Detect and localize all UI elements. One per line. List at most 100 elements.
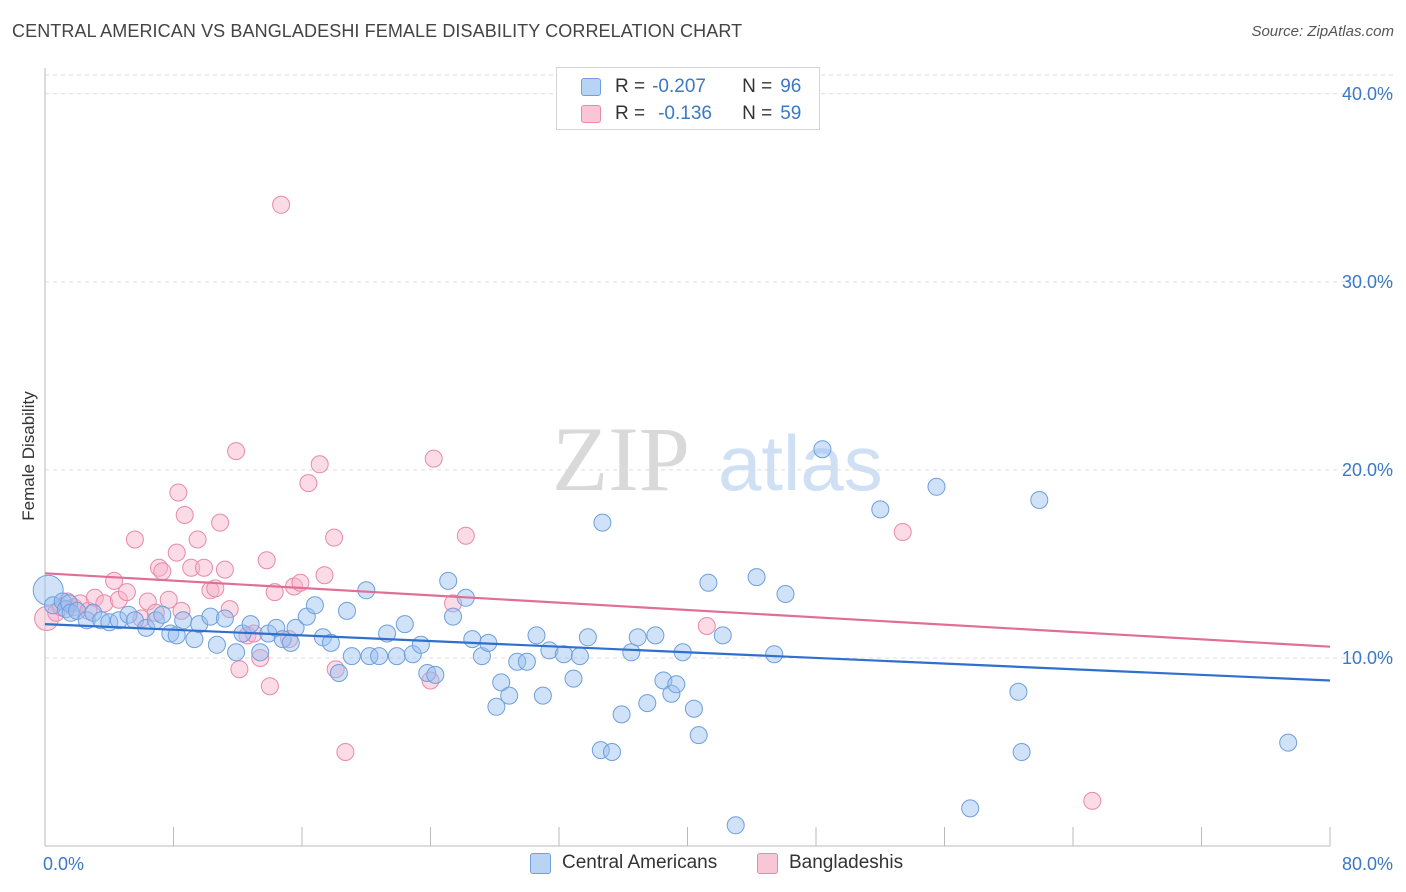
point-central-americans [286,618,305,637]
point-bangladeshis [211,513,230,532]
series-legend: Central Americans Bangladeshis [0,850,1406,878]
point-central-americans [603,743,621,761]
point-central-americans [463,630,482,649]
point-central-americans [338,601,356,620]
point-central-americans [190,615,209,634]
legend-item-bangladeshis[interactable]: Bangladeshis [757,852,903,874]
point-central-americans [329,664,348,682]
point-bangladeshis [336,743,355,761]
chart-title: CENTRAL AMERICAN VS BANGLADESHI FEMALE D… [12,21,743,41]
point-bangladeshis [893,523,912,541]
watermark: ZIP atlas [552,408,883,510]
data-points [32,195,1298,835]
point-central-americans [109,611,128,630]
point-central-americans [713,626,732,645]
point-central-americans [305,596,324,615]
point-central-americans [251,643,270,662]
trend-line-bangladeshis [44,572,1331,648]
point-central-americans [628,628,647,647]
point-central-americans [578,628,597,647]
point-central-americans [281,633,300,652]
swatch-blue [581,78,601,96]
point-central-americans [517,652,536,671]
legend-n-value: 59 [780,103,802,124]
point-bangladeshis [175,506,194,524]
point-bangladeshis [299,474,318,493]
legend-r-value: -0.136 [658,103,712,124]
point-central-americans [207,635,226,654]
point-bangladeshis [85,588,104,607]
point-bangladeshis [195,558,213,577]
point-central-americans [444,607,462,626]
swatch-pink [581,105,601,123]
point-central-americans [747,568,766,587]
point-bangladeshis [169,483,188,502]
point-central-americans [591,741,610,760]
legend-n-label: N = [742,76,773,97]
point-central-americans [61,603,80,622]
point-central-americans [185,630,204,649]
trend-line-central-americans [44,623,1331,682]
point-central-americans [533,686,552,705]
point-bangladeshis [697,617,716,635]
legend-label: Central Americans [562,852,718,873]
legend-n-value: 96 [780,76,802,97]
point-central-americans [684,699,703,718]
swatch-pink [757,852,778,874]
legend-row-central-americans: R = -0.207 N = 96 [581,74,801,100]
point-central-americans [77,611,96,630]
point-bangladeshis [146,603,165,622]
point-bangladeshis [172,601,191,620]
point-central-americans [153,605,172,624]
x-tick-labels: 0.0% 80.0% [43,854,1393,874]
point-central-americans [1279,733,1298,752]
point-bangladeshis [265,583,284,602]
point-central-americans [201,607,220,626]
point-central-americans [689,726,708,745]
watermark-atlas: atlas [718,419,883,507]
point-central-americans [439,571,458,590]
point-bangladeshis [230,660,249,679]
point-central-americans [370,647,389,666]
point-central-americans [426,665,445,684]
y-tick-label: 10.0% [1342,648,1393,668]
point-central-americans [32,574,64,606]
y-tick-label: 20.0% [1342,460,1393,480]
grid-lines [45,74,1395,659]
y-tick-label: 40.0% [1342,84,1393,104]
point-bangladeshis [188,530,207,549]
point-bangladeshis [153,562,172,581]
point-central-americans [927,477,946,496]
point-bangladeshis [325,528,344,547]
point-bangladeshis [117,583,136,602]
point-bangladeshis [456,526,475,545]
legend-row-bangladeshis: R = -0.136 N = 59 [581,101,801,127]
point-central-americans [1009,682,1028,701]
point-central-americans [267,618,286,637]
point-bangladeshis [315,566,334,585]
point-central-americans [622,643,641,662]
point-central-americans [395,615,414,634]
point-central-americans [813,440,832,459]
point-bangladeshis [167,543,186,562]
legend-n-label: N = [742,103,773,124]
point-bangladeshis [227,442,246,461]
point-bangladeshis [215,560,234,579]
point-central-americans [387,647,406,666]
legend-item-central-americans[interactable]: Central Americans [530,852,717,874]
point-bangladeshis [272,195,291,214]
legend-r-label: R = [615,76,646,97]
point-bangladeshis [310,455,329,474]
point-central-americans [241,615,260,634]
point-central-americans [321,633,340,652]
point-central-americans [1012,743,1031,761]
point-central-americans [508,652,527,671]
point-central-americans [726,816,745,835]
legend-r-value: -0.207 [652,76,706,97]
x-tick-label-max: 80.0% [1342,854,1393,874]
point-bangladeshis [251,649,270,667]
point-central-americans [215,609,234,628]
chart-source: Source: ZipAtlas.com [1251,23,1394,40]
point-bangladeshis [159,590,178,609]
